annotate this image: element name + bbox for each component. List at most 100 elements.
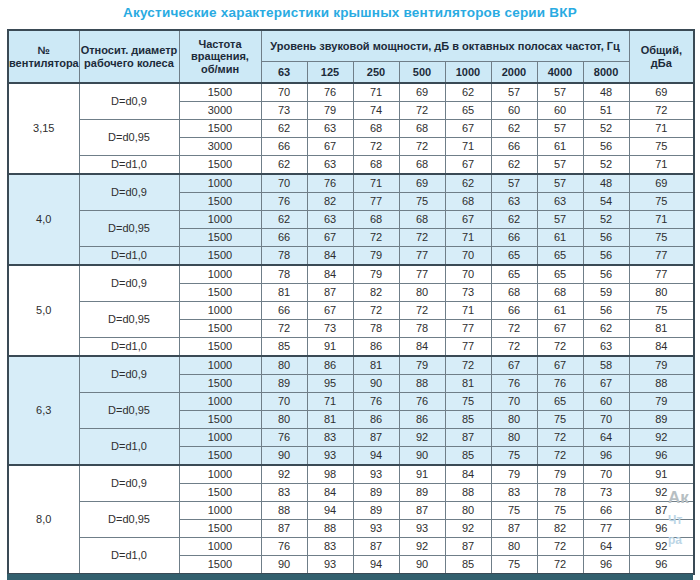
level-cell-63: 87 [261, 520, 307, 538]
level-cell-1000: 67 [445, 156, 491, 175]
level-cell-1000: 71 [445, 302, 491, 320]
level-cell-250: 68 [353, 156, 399, 175]
level-cell-125: 84 [307, 265, 353, 284]
rpm-cell: 1000 [179, 211, 261, 229]
level-cell-250: 86 [353, 411, 399, 429]
level-cell-250: 71 [353, 174, 399, 193]
level-cell-1000: 77 [445, 320, 491, 338]
page-title: Акустические характеристики крышных вент… [0, 0, 700, 29]
level-cell-2000: 62 [491, 211, 537, 229]
level-cell-125: 63 [307, 156, 353, 175]
level-cell-125: 83 [307, 429, 353, 447]
fan-number-cell: 6,3 [8, 356, 79, 465]
total-cell: 81 [629, 320, 694, 338]
level-cell-125: 76 [307, 83, 353, 102]
header-frequency-500: 500 [399, 62, 445, 84]
level-cell-250: 79 [353, 247, 399, 266]
level-cell-4000: 61 [537, 229, 583, 247]
level-cell-8000: 64 [583, 538, 629, 556]
level-cell-1000: 62 [445, 83, 491, 102]
total-cell: 79 [629, 393, 694, 411]
level-cell-500: 76 [399, 393, 445, 411]
header-total: Общий, дБа [629, 30, 694, 83]
level-cell-125: 81 [307, 411, 353, 429]
diameter-cell: D=d0,9 [79, 265, 179, 302]
level-cell-2000: 80 [491, 411, 537, 429]
table-row: D=d1,01000768387928780726492 [8, 538, 694, 556]
level-cell-125: 84 [307, 484, 353, 502]
level-cell-500: 68 [399, 211, 445, 229]
level-cell-2000: 79 [491, 465, 537, 484]
fan-number-cell: 8,0 [8, 465, 79, 574]
rpm-cell: 1500 [179, 193, 261, 211]
level-cell-125: 82 [307, 193, 353, 211]
level-cell-250: 82 [353, 284, 399, 302]
total-cell: 91 [629, 465, 694, 484]
header-row-main: № вентилятора Относит. диаметр рабочего … [8, 30, 694, 62]
level-cell-2000: 76 [491, 375, 537, 393]
level-cell-1000: 77 [445, 338, 491, 357]
level-cell-500: 77 [399, 247, 445, 266]
level-cell-1000: 81 [445, 375, 491, 393]
level-cell-2000: 57 [491, 174, 537, 193]
level-cell-125: 88 [307, 520, 353, 538]
level-cell-125: 67 [307, 229, 353, 247]
level-cell-8000: 64 [583, 429, 629, 447]
level-cell-500: 69 [399, 83, 445, 102]
level-cell-250: 68 [353, 120, 399, 138]
level-cell-2000: 60 [491, 102, 537, 120]
level-cell-500: 89 [399, 484, 445, 502]
level-cell-2000: 57 [491, 83, 537, 102]
level-cell-500: 72 [399, 138, 445, 156]
level-cell-250: 78 [353, 320, 399, 338]
level-cell-1000: 87 [445, 429, 491, 447]
level-cell-2000: 62 [491, 156, 537, 175]
rpm-cell: 1500 [179, 338, 261, 357]
table-row: 4,0D=d0,91000707671696257574869 [8, 174, 694, 193]
total-cell: 92 [629, 538, 694, 556]
level-cell-125: 87 [307, 284, 353, 302]
level-cell-8000: 73 [583, 484, 629, 502]
rpm-cell: 3000 [179, 102, 261, 120]
level-cell-8000: 56 [583, 229, 629, 247]
level-cell-250: 93 [353, 465, 399, 484]
table-row: D=d0,951000707176767570656079 [8, 393, 694, 411]
level-cell-63: 88 [261, 502, 307, 520]
level-cell-2000: 80 [491, 429, 537, 447]
level-cell-1000: 84 [445, 465, 491, 484]
level-cell-500: 92 [399, 429, 445, 447]
level-cell-63: 66 [261, 229, 307, 247]
level-cell-8000: 56 [583, 138, 629, 156]
level-cell-2000: 68 [491, 284, 537, 302]
level-cell-4000: 68 [537, 284, 583, 302]
level-cell-63: 73 [261, 102, 307, 120]
level-cell-250: 89 [353, 502, 399, 520]
level-cell-500: 80 [399, 284, 445, 302]
level-cell-4000: 67 [537, 320, 583, 338]
level-cell-8000: 63 [583, 338, 629, 357]
level-cell-4000: 57 [537, 174, 583, 193]
level-cell-8000: 56 [583, 247, 629, 266]
level-cell-4000: 60 [537, 102, 583, 120]
rpm-cell: 1000 [179, 174, 261, 193]
level-cell-250: 79 [353, 265, 399, 284]
level-cell-2000: 83 [491, 484, 537, 502]
level-cell-125: 83 [307, 538, 353, 556]
table-row: 8,0D=d0,91000929893918479797091 [8, 465, 694, 484]
diameter-cell: D=d1,0 [79, 429, 179, 466]
level-cell-8000: 66 [583, 502, 629, 520]
level-cell-125: 98 [307, 465, 353, 484]
rpm-cell: 3000 [179, 138, 261, 156]
rpm-cell: 1000 [179, 356, 261, 375]
level-cell-63: 83 [261, 484, 307, 502]
total-cell: 69 [629, 83, 694, 102]
level-cell-250: 68 [353, 211, 399, 229]
total-cell: 87 [629, 502, 694, 520]
level-cell-500: 87 [399, 502, 445, 520]
level-cell-1000: 67 [445, 120, 491, 138]
rpm-cell: 1000 [179, 265, 261, 284]
total-cell: 69 [629, 174, 694, 193]
level-cell-250: 87 [353, 429, 399, 447]
level-cell-500: 77 [399, 265, 445, 284]
table-row: D=d1,01500859186847772726384 [8, 338, 694, 357]
